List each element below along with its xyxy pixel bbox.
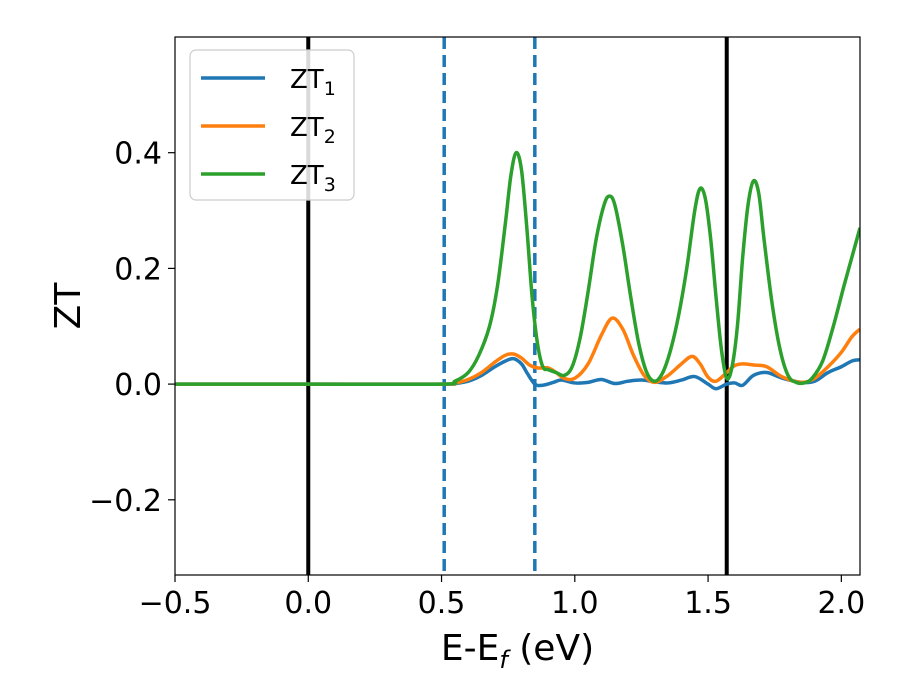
- x-tick-label: 1.5: [684, 586, 732, 621]
- series-line-zt1: [175, 356, 860, 391]
- x-axis-label: E-Ef (eV): [441, 628, 594, 674]
- legend-label-sub: 3: [324, 174, 336, 196]
- x-tick-label: 1.0: [551, 586, 599, 621]
- x-tick-label: 2.0: [817, 586, 865, 621]
- legend-label-main: ZT: [290, 65, 324, 95]
- legend-label-zt3: ZT3: [290, 161, 336, 196]
- series-line-zt2: [175, 316, 860, 386]
- legend-label-zt1: ZT1: [290, 65, 336, 100]
- x-axis-label-unit: (eV): [508, 628, 594, 669]
- x-tick-label: 0.0: [284, 586, 332, 621]
- series-lines: [175, 150, 860, 391]
- y-tick-label: −0.2: [89, 484, 162, 519]
- y-axis-label: ZT: [48, 282, 89, 330]
- legend-label-zt2: ZT2: [290, 113, 336, 148]
- legend-label-sub: 2: [324, 126, 336, 148]
- legend-label-sub: 1: [324, 78, 336, 100]
- y-tick-label: 0.0: [114, 368, 162, 403]
- y-axis-ticks: −0.2 0.0 0.2 0.4: [89, 137, 175, 519]
- legend-box: [189, 49, 355, 201]
- x-axis-label-main: E-E: [441, 628, 499, 669]
- vertical-reference-lines: [306, 37, 729, 575]
- legend-label-main: ZT: [290, 161, 324, 191]
- y-tick-label: 0.4: [114, 137, 162, 172]
- legend-label-main: ZT: [290, 113, 324, 143]
- y-tick-label: 0.2: [114, 252, 162, 287]
- x-axis-ticks: −0.5 0.0 0.5 1.0 1.5 2.0: [139, 575, 865, 621]
- x-tick-label: −0.5: [139, 586, 212, 621]
- plot-frame: [174, 36, 861, 576]
- series-line-zt3: [175, 150, 860, 387]
- x-tick-label: 0.5: [418, 586, 466, 621]
